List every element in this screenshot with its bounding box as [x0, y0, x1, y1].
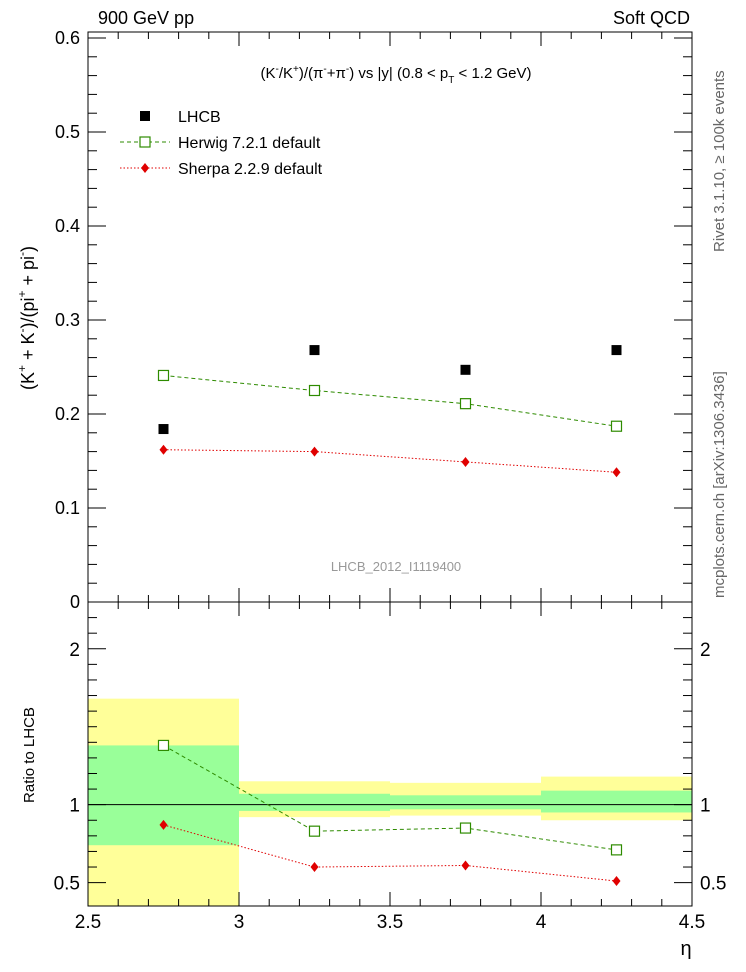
main-title: (K-/K+)/(π-+π-) vs |y| (0.8 < pT < 1.2 G… — [261, 64, 532, 86]
mcplots-label: mcplots.cern.ch [arXiv:1306.3436] — [711, 371, 728, 598]
analysis-label: LHCB_2012_I1119400 — [331, 559, 461, 574]
main-point — [459, 398, 472, 410]
header-left: 900 GeV pp — [98, 8, 194, 28]
main-ytick-label: 0.5 — [55, 122, 80, 142]
main-panel: 0 0.1 0.2 0.3 0.4 0.5 0.6 (K-/K+)/(π-+π-) vs |… — [15, 28, 693, 612]
main-point — [461, 456, 470, 467]
ratio-ytick-label-right: 0.5 — [700, 874, 726, 895]
band-green — [541, 790, 692, 813]
ratio-xtick-label: 3 — [234, 912, 245, 933]
legend-marker — [139, 136, 151, 148]
ratio-point — [159, 819, 168, 830]
main-line — [163, 374, 617, 427]
legend-label: Herwig 7.2.1 default — [178, 135, 321, 152]
ratio-panel: 0.5 0.5 1 1 2 2 2.5 3 3.5 4 4.5 Ratio to LHCB η — [21, 601, 726, 960]
legend-label: Sherpa 2.2.9 default — [178, 161, 323, 178]
main-point — [610, 420, 623, 432]
ratio-xtick-label: 2.5 — [75, 912, 101, 933]
ratio-point — [461, 860, 470, 871]
ratio-point — [459, 822, 472, 834]
main-point — [612, 467, 621, 478]
ratio-point — [310, 862, 319, 873]
ratio-xtick-label: 4.5 — [679, 912, 705, 933]
legend-marker — [140, 111, 150, 121]
ratio-point — [308, 825, 321, 837]
main-point — [158, 424, 169, 435]
ratio-ylabel: Ratio to LHCB — [21, 707, 38, 803]
main-ytick-label: 0 — [70, 592, 80, 612]
ratio-ytick-label: 0.5 — [54, 874, 80, 895]
main-point — [157, 369, 170, 382]
rivet-label: Rivet 3.1.10, ≥ 100k events — [711, 70, 728, 252]
ratio-xlabel: η — [680, 938, 691, 960]
ratio-point — [612, 876, 621, 887]
main-ytick-label: 0.2 — [55, 404, 80, 424]
ratio-ytick-label: 1 — [69, 796, 80, 817]
main-point — [159, 444, 168, 455]
ratio-point — [157, 739, 170, 752]
ratio-line — [163, 824, 617, 882]
main-ytick-label: 0.1 — [55, 498, 80, 518]
main-ytick-label: 0.3 — [55, 310, 80, 330]
legend: LHCB Herwig 7.2.1 default Sherpa 2.2.9 def… — [120, 109, 323, 178]
ratio-point — [610, 844, 623, 856]
main-line — [163, 449, 617, 473]
band-green — [239, 793, 390, 811]
main-point — [308, 384, 321, 397]
ratio-ytick-label-right: 2 — [700, 640, 711, 661]
ratio-ytick-label: 2 — [69, 640, 80, 661]
ratio-ytick-label-right: 1 — [700, 796, 711, 817]
legend-marker — [141, 163, 149, 173]
main-point — [611, 345, 622, 356]
main-point — [309, 345, 320, 356]
main-point — [310, 446, 319, 457]
header-right: Soft QCD — [613, 8, 690, 28]
main-point — [460, 364, 471, 375]
band-green — [88, 745, 239, 846]
ratio-line — [163, 744, 617, 851]
ratio-xtick-label: 3.5 — [377, 912, 403, 933]
main-ytick-label: 0.6 — [55, 28, 80, 48]
legend-label: LHCB — [178, 109, 221, 126]
band-green — [390, 795, 541, 810]
main-ytick-label: 0.4 — [55, 216, 80, 236]
main-ylabel: (K+ + K-)/(pi+ + pi-) — [15, 246, 38, 390]
ratio-xtick-label: 4 — [536, 912, 547, 933]
